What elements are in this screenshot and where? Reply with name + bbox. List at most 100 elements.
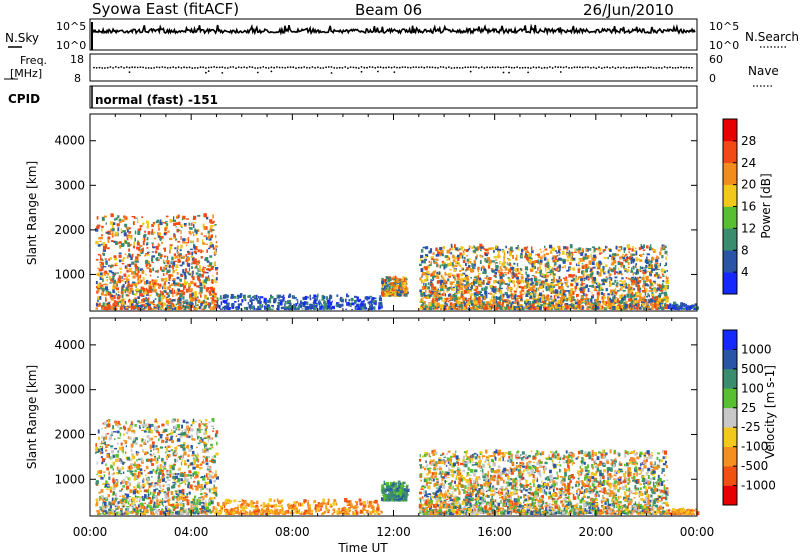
echo-cell: [556, 266, 559, 270]
echo-cell: [491, 297, 493, 302]
echo-cell: [564, 265, 566, 269]
echo-cell: [110, 297, 114, 301]
echo-cell: [437, 251, 441, 255]
echo-cell: [112, 282, 115, 287]
echo-cell: [394, 292, 397, 296]
echo-cell: [168, 278, 171, 282]
echo-cell: [521, 255, 523, 257]
echo-cell: [439, 264, 442, 269]
echo-cell: [200, 256, 203, 259]
echo-cell: [270, 295, 274, 299]
echo-cell: [108, 471, 110, 476]
echo-cell: [120, 271, 122, 274]
echo-cell: [528, 255, 532, 260]
echo-cell: [529, 258, 533, 263]
echo-cell: [145, 305, 147, 309]
echo-cell: [592, 294, 595, 297]
echo-cell: [621, 306, 624, 310]
echo-cell: [126, 226, 129, 230]
echo-cell: [206, 216, 209, 220]
echo-cell: [528, 305, 532, 310]
echo-cell: [341, 300, 344, 303]
echo-cell: [675, 305, 678, 310]
echo-cell: [458, 297, 461, 300]
echo-cell: [188, 239, 190, 244]
freq-point: [617, 66, 620, 69]
echo-cell: [531, 263, 534, 268]
freq-point: [286, 66, 289, 69]
echo-cell: [134, 263, 137, 267]
echo-cell: [604, 264, 608, 267]
echo-cell: [222, 299, 225, 303]
echo-cell: [440, 293, 443, 296]
echo-cell: [576, 294, 579, 297]
echo-cell: [448, 257, 451, 261]
echo-cell: [565, 276, 568, 279]
echo-cell: [271, 305, 274, 307]
echo-cell: [161, 439, 165, 443]
echo-cell: [663, 270, 666, 273]
echo-cell: [182, 454, 184, 459]
echo-cell: [665, 262, 668, 266]
echo-cell: [144, 273, 147, 276]
echo-cell: [216, 300, 219, 305]
freq-point: [592, 66, 595, 69]
echo-cell: [130, 271, 134, 275]
echo-cell: [203, 305, 207, 310]
echo-cell: [599, 286, 603, 291]
echo-cell: [473, 300, 477, 304]
echo-cell: [215, 268, 218, 271]
echo-cell: [137, 275, 140, 280]
echo-cell: [429, 302, 433, 307]
echo-cell: [166, 256, 169, 260]
echo-cell: [152, 267, 155, 271]
echo-cell: [123, 298, 126, 300]
echo-cell: [515, 269, 517, 273]
echo-cell: [504, 265, 506, 268]
echo-cell: [617, 305, 621, 309]
echo-cell: [643, 267, 647, 269]
nave-point: [360, 70, 363, 73]
echo-cell: [185, 254, 187, 257]
echo-cell: [99, 261, 103, 264]
echo-cell: [170, 302, 172, 308]
echo-cell: [99, 282, 102, 285]
echo-cell: [179, 294, 183, 298]
echo-cell: [554, 284, 558, 286]
echo-cell: [503, 259, 505, 262]
echo-cell: [175, 282, 178, 287]
echo-cell: [214, 245, 218, 248]
freq-point: [554, 66, 557, 68]
echo-cell: [209, 219, 213, 223]
echo-cell: [564, 290, 567, 294]
echo-cell: [651, 282, 654, 286]
echo-cell: [566, 259, 570, 262]
freq-point: [98, 66, 101, 69]
echo-cell: [454, 294, 458, 297]
echo-cell: [390, 283, 393, 285]
echo-cell: [395, 279, 397, 283]
echo-cell: [581, 284, 584, 286]
echo-cell: [493, 250, 495, 253]
echo-cell: [165, 227, 167, 231]
echo-cell: [584, 253, 587, 257]
echo-cell: [112, 303, 116, 307]
echo-cell: [577, 264, 580, 267]
echo-cell: [191, 266, 194, 269]
freq-point: [390, 66, 393, 69]
echo-cell: [627, 259, 629, 262]
echo-cell: [609, 292, 613, 295]
echo-cell: [607, 293, 611, 296]
echo-cell: [127, 274, 131, 277]
freq-point: [210, 66, 213, 69]
echo-cell: [142, 241, 145, 246]
echo-cell: [96, 225, 100, 229]
echo-cell: [329, 294, 332, 299]
echo-cell: [543, 281, 546, 284]
echo-cell: [262, 304, 264, 308]
echo-cell: [357, 300, 361, 303]
echo-cell: [163, 247, 165, 250]
echo-cell: [118, 218, 122, 222]
echo-cell: [509, 262, 511, 265]
echo-cell: [452, 259, 456, 262]
